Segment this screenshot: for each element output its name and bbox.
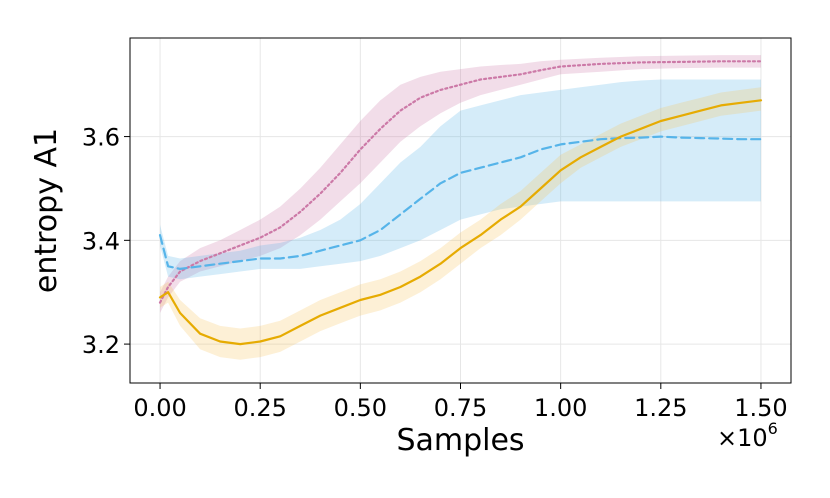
y-axis-ticks: 3.2 3.4 3.6 <box>82 124 130 359</box>
y-tick-label: 3.6 <box>82 124 120 152</box>
x-tick-label: 0.00 <box>133 394 186 422</box>
series-line-1 <box>158 60 763 304</box>
x-axis-multiplier: ×106 <box>717 419 778 452</box>
x-axis-label: Samples <box>396 423 524 458</box>
y-axis-label: entropy A1 <box>29 128 64 293</box>
x-tick-label: 1.50 <box>734 394 787 422</box>
x-axis-multiplier-exponent: 6 <box>768 419 778 438</box>
series-band-3 <box>160 87 761 360</box>
x-tick-label: 1.00 <box>534 394 587 422</box>
x-tick-label: 1.25 <box>634 394 687 422</box>
confidence-bands <box>160 55 761 360</box>
series-band-2 <box>160 79 761 280</box>
x-axis-multiplier-base: ×10 <box>717 424 768 452</box>
series-lines <box>158 60 763 346</box>
y-tick-label: 3.2 <box>82 331 120 359</box>
series-line-3 <box>158 99 763 346</box>
series-line-2 <box>158 135 763 270</box>
x-tick-label: 0.50 <box>334 394 387 422</box>
x-tick-label: 0.75 <box>434 394 487 422</box>
x-tick-label: 0.25 <box>233 394 286 422</box>
y-tick-label: 3.4 <box>82 227 120 255</box>
x-axis-ticks: 0.00 0.25 0.50 0.75 1.00 1.25 1.50 <box>133 383 788 422</box>
